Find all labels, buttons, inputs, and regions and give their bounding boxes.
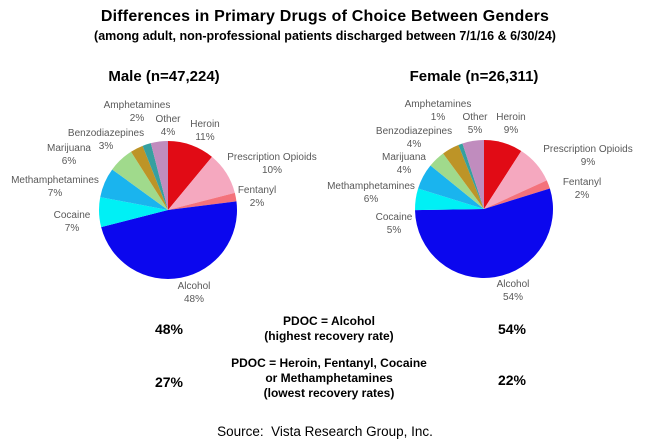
female-pie-slice-marijuana	[430, 153, 484, 209]
female-pie-slice-amphetamines	[458, 143, 484, 209]
female-pie-slice-fentanyl	[484, 180, 550, 209]
female-pie-slice-methamphetamines	[418, 165, 484, 209]
female-slice-label-alcohol: Alcohol 54%	[496, 279, 530, 303]
female-slice-label-marijuana: Marijuana 4%	[382, 152, 426, 176]
male-slice-label-alcohol: Alcohol 48%	[177, 281, 211, 305]
male-pie-slice-amphetamines	[142, 143, 168, 210]
male-slice-label-heroin: Heroin 11%	[190, 119, 220, 143]
male-pie-slice-benzodiazepines	[131, 145, 168, 210]
female-pie-slice-prescription-opioids	[484, 150, 547, 209]
male-slice-label-benzodiazepines: Benzodiazepines 3%	[67, 128, 145, 152]
page-title: Differences in Primary Drugs of Choice B…	[100, 8, 550, 25]
female-pie-slice-heroin	[484, 140, 522, 209]
male-pie-slice-cocaine	[98, 197, 168, 228]
pdoc-alcohol-note: PDOC = Alcohol (highest recovery rate)	[264, 314, 394, 343]
male-slice-label-amphetamines: Amphetamines 2%	[103, 100, 171, 124]
male-pie-slice-methamphetamines	[100, 169, 168, 210]
female-slice-label-methamphetamines: Methamphetamines 6%	[327, 181, 415, 205]
female-slice-label-other: Other 5%	[462, 112, 488, 136]
female-slice-label-cocaine: Cocaine 5%	[375, 212, 413, 236]
male-pie-slice-marijuana	[112, 151, 168, 210]
male-pie-slice-alcohol	[101, 201, 238, 280]
page-subtitle: (among adult, non-professional patients …	[94, 29, 556, 43]
female-hard-drugs-pdoc-pct: 22%	[497, 372, 527, 388]
male-pie-slice-heroin	[168, 141, 212, 210]
female-pie-title: Female (n=26,311)	[409, 68, 539, 85]
male-pie-slice-fentanyl	[168, 192, 237, 210]
female-pie-slice-benzodiazepines	[443, 144, 484, 209]
male-pie-slice-other	[150, 141, 168, 210]
female-slice-label-benzodiazepines: Benzodiazepines 4%	[375, 126, 453, 150]
male-slice-label-cocaine: Cocaine 7%	[53, 210, 91, 234]
female-pie-slice-cocaine	[415, 188, 484, 211]
male-hard-drugs-pdoc-pct: 27%	[154, 374, 184, 390]
male-slice-label-fentanyl: Fentanyl 2%	[237, 185, 277, 209]
male-alcohol-pdoc-pct: 48%	[154, 321, 184, 337]
male-pie-title: Male (n=47,224)	[108, 68, 220, 85]
male-pie-slice-prescription-opioids	[168, 156, 235, 210]
female-pie-chart	[415, 140, 554, 278]
male-slice-label-marijuana: Marijuana 6%	[47, 143, 91, 167]
female-alcohol-pdoc-pct: 54%	[497, 321, 527, 337]
female-slice-label-amphetamines: Amphetamines 1%	[404, 99, 472, 123]
male-slice-label-prescription-opioids: Prescription Opioids 10%	[227, 152, 317, 176]
female-slice-label-prescription-opioids: Prescription Opioids 9%	[543, 144, 633, 168]
pdoc-hard-drugs-note: PDOC = Heroin, Fentanyl, Cocaine or Metha…	[231, 356, 427, 400]
female-slice-label-fentanyl: Fentanyl 2%	[562, 177, 602, 201]
source-credit: Source: Vista Research Group, Inc.	[217, 424, 433, 439]
female-slice-label-heroin: Heroin 9%	[496, 112, 526, 136]
female-pie-slice-other	[462, 140, 484, 209]
male-slice-label-other: Other 4%	[155, 114, 181, 138]
male-slice-label-methamphetamines: Methamphetamines 7%	[11, 175, 99, 199]
male-pie-chart	[98, 141, 238, 280]
female-pie-slice-alcohol	[415, 188, 554, 278]
